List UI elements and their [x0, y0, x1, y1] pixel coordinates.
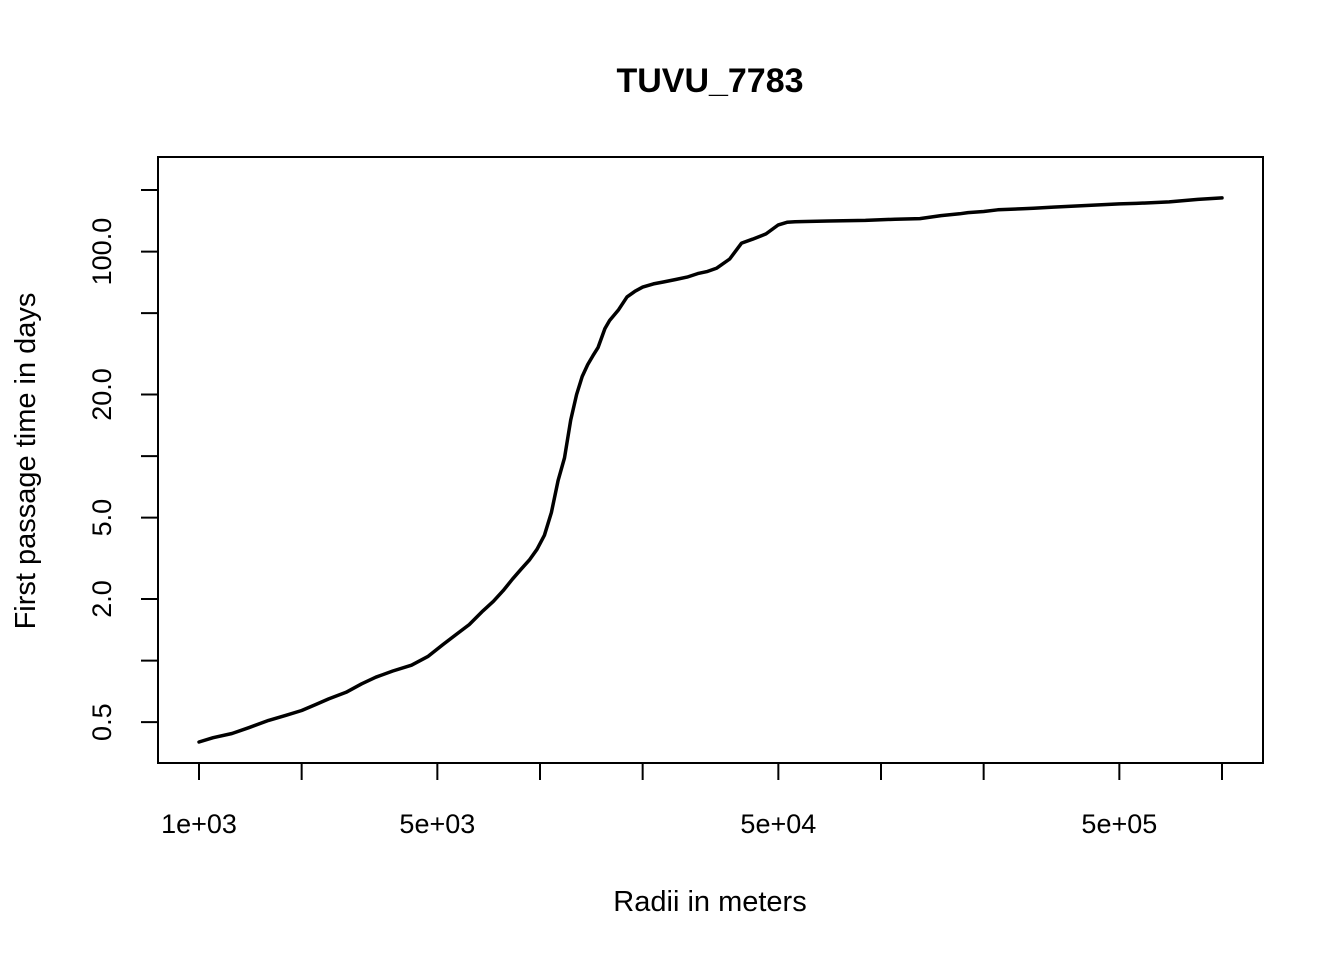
y-axis-label: First passage time in days [10, 293, 42, 630]
x-tick-label: 1e+03 [161, 809, 237, 839]
x-axis-label: Radii in meters [613, 886, 806, 918]
y-tick-label: 0.5 [87, 703, 117, 741]
y-tick-label: 20.0 [87, 368, 117, 421]
series-line [197, 196, 1224, 744]
chart-title: TUVU_7783 [616, 62, 803, 100]
x-tick-label: 5e+04 [740, 809, 816, 839]
x-axis: 1e+03 5e+03 5e+04 5e+05 [161, 762, 1223, 839]
plot-area-frame [157, 156, 1264, 764]
y-tick-label: 5.0 [87, 499, 117, 537]
y-tick-label: 100.0 [87, 218, 117, 286]
y-axis: 0.5 2.0 5.0 20.0 100.0 [87, 189, 159, 741]
x-tick-label: 5e+03 [399, 809, 475, 839]
y-tick-label: 2.0 [87, 580, 117, 618]
x-tick-label: 5e+05 [1081, 809, 1157, 839]
